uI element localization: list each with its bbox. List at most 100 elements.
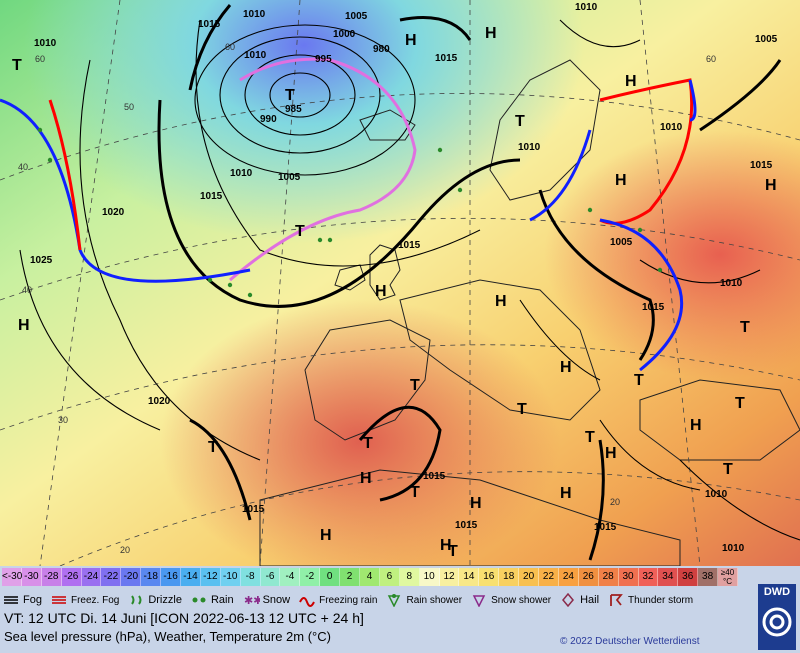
isobar-label: 1000 bbox=[333, 29, 356, 40]
temp-scale-cell: 36 bbox=[678, 568, 699, 586]
temp-scale-cell: 34 bbox=[658, 568, 679, 586]
freezing-rain-icon bbox=[298, 593, 316, 607]
high-center: H bbox=[470, 495, 482, 512]
temp-scale-cell: -2 bbox=[300, 568, 321, 586]
coastlines bbox=[259, 59, 800, 566]
temp-scale-cell: -6 bbox=[260, 568, 281, 586]
latitude-label: 60 bbox=[706, 54, 716, 64]
temp-scale-cell: -8 bbox=[240, 568, 261, 586]
rain-symbol bbox=[457, 187, 463, 193]
low-center: T bbox=[448, 543, 458, 560]
legend-fog: Fog bbox=[2, 593, 42, 607]
temp-scale-cell: 20 bbox=[519, 568, 540, 586]
isobar-label: 1015 bbox=[398, 240, 421, 251]
rain-symbol bbox=[317, 237, 323, 243]
temp-scale-cell: 14 bbox=[459, 568, 480, 586]
temp-scale-cell: 12 bbox=[439, 568, 460, 586]
low-center: T bbox=[410, 377, 420, 394]
isobar-label: 1015 bbox=[198, 19, 221, 30]
high-center: H bbox=[440, 537, 452, 554]
fog-icon bbox=[2, 593, 20, 607]
temp-scale-cell: 16 bbox=[479, 568, 500, 586]
isobar-label: 1010 bbox=[243, 9, 266, 20]
snow-shower-icon bbox=[470, 593, 488, 608]
legend-freezing-fog: Freez. Fog bbox=[50, 593, 119, 607]
copyright: © 2022 Deutscher Wetterdienst bbox=[560, 636, 700, 647]
low-center: T bbox=[634, 372, 644, 389]
rain-symbol bbox=[247, 292, 253, 298]
rain-symbol bbox=[327, 237, 333, 243]
low-center: T bbox=[12, 57, 22, 74]
temp-scale-cell: 0 bbox=[320, 568, 341, 586]
isobar-label: 1015 bbox=[750, 160, 773, 171]
isobar-label: 1015 bbox=[423, 471, 446, 482]
latitude-label: 20 bbox=[610, 497, 620, 507]
high-center: H bbox=[375, 283, 387, 300]
temp-scale-cell: 4 bbox=[360, 568, 380, 586]
isobar-label: 1010 bbox=[518, 142, 541, 153]
temp-scale-cell: -26 bbox=[61, 568, 82, 586]
isobar-label: 1015 bbox=[455, 520, 478, 531]
isobar-label: 1010 bbox=[722, 543, 745, 554]
isobar-label: 1010 bbox=[660, 122, 683, 133]
isobar-label: 980 bbox=[373, 44, 390, 55]
legend-freezing-rain: Freezing rain bbox=[298, 593, 377, 607]
latitude-label: 60 bbox=[225, 42, 235, 52]
latitude-label: 50 bbox=[124, 102, 134, 112]
low-center: T bbox=[410, 484, 420, 501]
weather-legend: Fog Freez. Fog Drizzle Rain ✱✱ Snow Free… bbox=[2, 588, 701, 612]
temp-scale-cell: ≥40 °C bbox=[718, 568, 738, 586]
temp-scale-cell: -24 bbox=[81, 568, 102, 586]
low-center: T bbox=[735, 395, 745, 412]
legend-panel: <-30 -30 -28 -26 -24 -22 -20 -18 -16 -14 -12 -10 -8-… bbox=[0, 566, 800, 653]
low-center: T bbox=[363, 435, 373, 452]
low-center: T bbox=[723, 461, 733, 478]
rain-icon bbox=[190, 593, 208, 607]
map-subtitle: Sea level pressure (hPa), Weather, Tempe… bbox=[4, 629, 331, 644]
warm-front-atlantic bbox=[48, 99, 82, 251]
rain-symbol bbox=[207, 277, 213, 283]
high-center: H bbox=[360, 470, 372, 487]
graticule-labels: 60 50 40 30 20 40 60 20 60 bbox=[18, 42, 716, 555]
isobar-label: 1005 bbox=[610, 237, 633, 248]
freezing-fog-icon bbox=[50, 593, 68, 607]
temp-scale-cell: -30 bbox=[21, 568, 42, 586]
temp-scale-cell: 30 bbox=[618, 568, 639, 586]
weather-map: H H H H H H H H H H H H H H H H T T T T … bbox=[0, 0, 800, 566]
low-center: T bbox=[208, 439, 218, 456]
high-center: H bbox=[605, 445, 617, 462]
temp-scale-cell: -12 bbox=[200, 568, 221, 586]
rain-symbol bbox=[37, 127, 43, 133]
temp-scale-cell: 24 bbox=[558, 568, 579, 586]
snow-icon: ✱✱ bbox=[242, 593, 262, 607]
temp-scale-cell: 26 bbox=[578, 568, 599, 586]
rain-symbol bbox=[227, 282, 233, 288]
isobars-bold bbox=[157, 4, 782, 561]
isobar-label: 1010 bbox=[230, 168, 253, 179]
rain-symbol bbox=[47, 157, 53, 163]
isobar-labels: 1015 1010 1005 1000 995 990 985 980 1015… bbox=[30, 2, 778, 554]
isobar-label: 1020 bbox=[148, 396, 171, 407]
isobar-label: 1010 bbox=[244, 50, 267, 61]
high-center: H bbox=[18, 317, 30, 334]
occluded-front bbox=[229, 57, 417, 282]
graticule bbox=[0, 0, 800, 566]
low-center: T bbox=[740, 319, 750, 336]
temp-scale-cell: -10 bbox=[220, 568, 241, 586]
temp-scale-cell: 22 bbox=[539, 568, 559, 586]
swirl-icon bbox=[762, 607, 792, 637]
isobar-label: 1010 bbox=[720, 278, 743, 289]
legend-rain-shower: Rain shower bbox=[385, 593, 462, 608]
isobar-label: 1005 bbox=[755, 34, 778, 45]
isobar-label: 990 bbox=[260, 114, 277, 125]
legend-hail: Hail bbox=[559, 592, 599, 608]
isobar-label: 1015 bbox=[435, 53, 458, 64]
isobar-label: 1015 bbox=[200, 191, 223, 202]
warm-front-east bbox=[599, 78, 694, 225]
isobar-label: 995 bbox=[315, 54, 332, 65]
rain-symbol bbox=[437, 147, 443, 153]
temp-scale-cell: 2 bbox=[340, 568, 361, 586]
weather-symbols bbox=[37, 127, 663, 298]
isobar-label: 1010 bbox=[34, 38, 57, 49]
isobar-label: 1015 bbox=[642, 302, 665, 313]
